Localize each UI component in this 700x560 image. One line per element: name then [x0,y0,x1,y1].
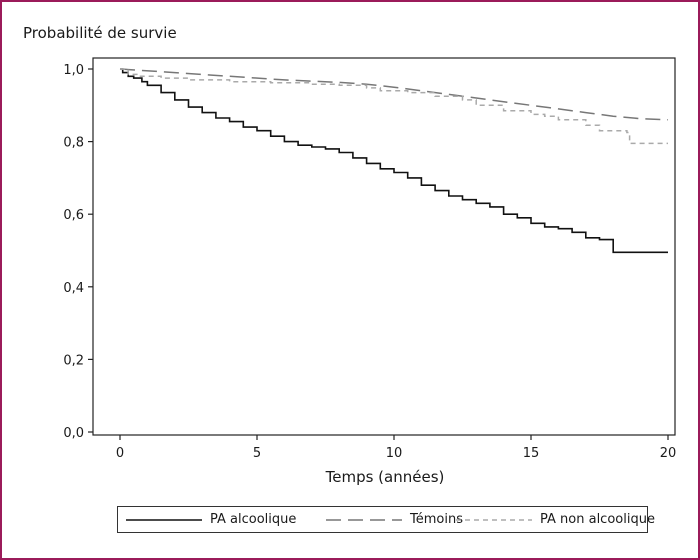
x-axis-title: Temps (années) [325,468,445,486]
y-axis-title: Probabilité de survie [23,24,177,42]
survival-chart: 0,0 0,2 0,4 0,6 0,8 1,0 0 5 10 15 20 [63,57,676,461]
series-line-pa-alcoolique [120,68,668,254]
y-tick-label: 1,0 [63,63,84,78]
legend-item-pa-alcoolique: PA alcoolique [126,507,296,532]
legend-item-pa-non-alcoolique: PA non alcoolique [456,507,655,532]
y-tick-label: 0,0 [63,426,84,441]
legend-label: Témoins [410,512,463,527]
series-line-temoins [119,68,669,121]
plot-area [92,57,676,436]
x-ticks: 0 5 10 15 20 [116,435,676,461]
x-tick-label: 10 [386,446,403,461]
y-tick-label: 0,8 [63,136,84,151]
y-tick-label: 0,2 [63,353,84,368]
legend-label: PA non alcoolique [540,512,655,527]
legend-item-temoins: Témoins [326,507,463,532]
x-tick-label: 20 [660,446,677,461]
x-tick-label: 0 [116,446,124,461]
x-tick-label: 5 [253,446,261,461]
legend-swatch-short-dash [456,518,532,521]
survival-curves [119,68,669,254]
legend-swatch-long-dash [326,518,402,521]
y-tick-label: 0,6 [63,208,84,223]
y-tick-label: 0,4 [63,281,84,296]
legend-swatch-solid [126,518,202,521]
x-tick-label: 15 [523,446,540,461]
legend: PA alcoolique Témoins PA non alcoolique [117,506,655,533]
y-ticks: 0,0 0,2 0,4 0,6 0,8 1,0 [63,63,93,441]
legend-label: PA alcoolique [210,512,297,527]
series-line-pa-non-alcoolique [120,68,668,145]
